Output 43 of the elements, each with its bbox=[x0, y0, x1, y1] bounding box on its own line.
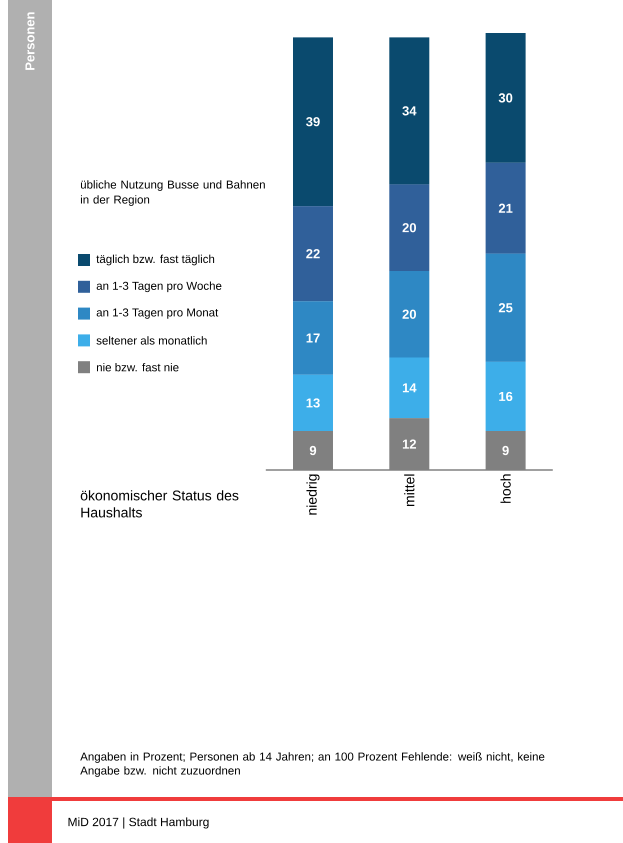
bar bbox=[292, 206, 333, 302]
data-label: 13 bbox=[306, 398, 320, 408]
legend-label: täglich bzw. fast täglich bbox=[96, 254, 214, 266]
legend-label: nie bzw. fast nie bbox=[96, 362, 179, 372]
legend-label: seltener als monatlich bbox=[96, 336, 207, 345]
text: Personen bbox=[25, 12, 35, 70]
data-label: 12 bbox=[402, 439, 416, 449]
x-tick-label: mittel bbox=[404, 474, 414, 506]
bar bbox=[292, 301, 333, 375]
bar bbox=[389, 358, 430, 418]
legend-label: an 1-3 Tagen pro Monat bbox=[96, 308, 218, 319]
data-label: 39 bbox=[306, 117, 320, 126]
text: Angaben in Prozent; Personen ab 14 Jahren; an 100 Prozent Fehlende: weiß nicht, keine Angabe bzw. nicht zuzuordnen bbox=[80, 752, 544, 777]
x-tick-label: niedrig bbox=[306, 474, 320, 515]
data-label: 16 bbox=[499, 392, 512, 402]
data-label: 20 bbox=[402, 223, 416, 232]
x-tick-label: hoch bbox=[500, 474, 511, 503]
bar bbox=[486, 362, 526, 432]
bar bbox=[486, 431, 526, 470]
data-label: 20 bbox=[402, 310, 416, 319]
bar bbox=[486, 33, 526, 163]
bar bbox=[389, 418, 430, 470]
bar bbox=[389, 184, 430, 271]
legend-title: übliche Nutzung Busse und Bahnen in der Region bbox=[80, 180, 265, 206]
data-label: 21 bbox=[498, 204, 512, 213]
data-label: 30 bbox=[498, 93, 512, 103]
data-label: 9 bbox=[310, 446, 316, 456]
bar bbox=[389, 37, 430, 184]
data-label: 17 bbox=[306, 334, 320, 342]
bar bbox=[389, 270, 430, 358]
data-label: 14 bbox=[402, 383, 416, 392]
data-label: 34 bbox=[402, 106, 416, 116]
bar bbox=[486, 254, 526, 362]
data-label: 25 bbox=[498, 303, 512, 312]
bar bbox=[292, 37, 333, 206]
data-label: 22 bbox=[306, 249, 320, 258]
bar bbox=[292, 374, 333, 432]
bar bbox=[486, 162, 526, 254]
text: MiD 2017 | Stadt Hamburg bbox=[68, 817, 209, 829]
data-label: 9 bbox=[502, 446, 509, 456]
legend-label: an 1-3 Tagen pro Woche bbox=[96, 281, 222, 292]
bar bbox=[292, 431, 333, 470]
x-axis-title: ökonomischer Status des Haushalts bbox=[80, 490, 238, 518]
